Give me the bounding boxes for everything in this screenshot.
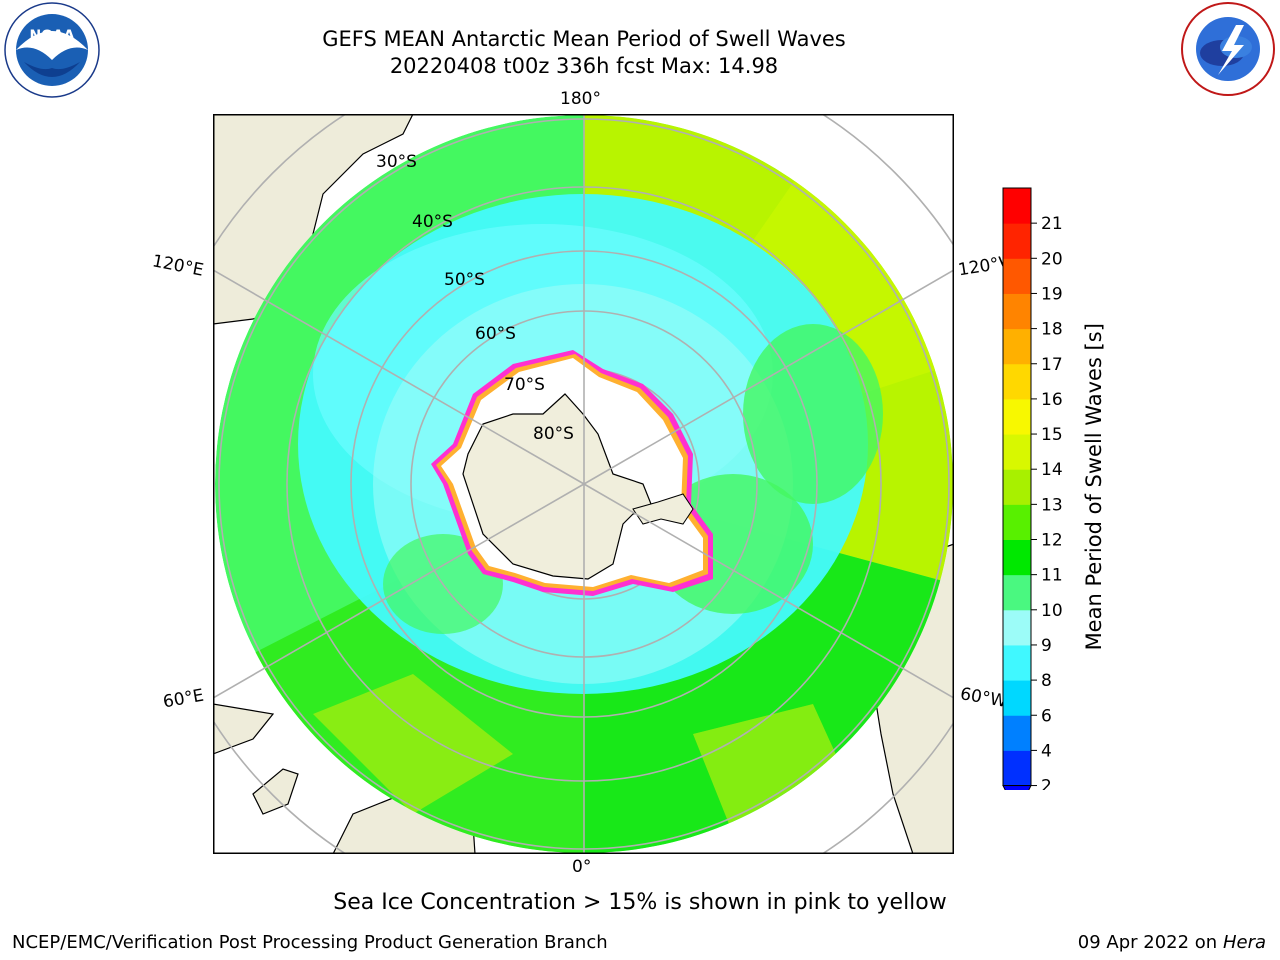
- colorbar-bin: [1003, 328, 1031, 365]
- colorbar-tick-label: 17: [1041, 355, 1063, 375]
- nws-logo: [1178, 1, 1278, 101]
- lon-label-60e: 60°E: [161, 685, 206, 713]
- colorbar-outline: [1002, 187, 1032, 787]
- colorbar-tick-label: 15: [1041, 425, 1063, 445]
- footer-credit: NCEP/EMC/Verification Post Processing Pr…: [12, 932, 608, 953]
- colorbar: 2 4 6 8 9 10 11 12 13 14 15 16 17 18 19 20 21 Mean Period…: [995, 180, 1115, 815]
- colorbar-tick-label: 4: [1041, 741, 1052, 761]
- lat-label-50s: 50°S: [444, 270, 485, 290]
- colorbar-tick-label: 20: [1041, 249, 1063, 269]
- lat-label-30s: 30°S: [376, 152, 417, 172]
- colorbar-tick-label: 2: [1041, 777, 1052, 790]
- colorbar-tick-label: 10: [1041, 601, 1063, 621]
- colorbar-tick-label: 21: [1041, 214, 1063, 234]
- sea-ice-caption: Sea Ice Concentration > 15% is shown in …: [333, 890, 947, 915]
- polar-map: [213, 114, 954, 854]
- longitude-gridlines: [213, 114, 954, 854]
- footer-date: 09 Apr 2022 on Hera: [1078, 932, 1266, 953]
- lon-label-120e: 120°E: [150, 251, 206, 281]
- lat-label-40s: 40°S: [412, 212, 453, 232]
- lon-label-180: 180°: [560, 89, 601, 109]
- footer-machine: Hera: [1222, 932, 1266, 953]
- colorbar-tick-label: 6: [1041, 706, 1052, 726]
- lon-label-0: 0°: [572, 857, 592, 877]
- colorbar-tick-label: 12: [1041, 531, 1063, 551]
- antarctica-with-sea-ice: [431, 350, 713, 596]
- colorbar-bin: [1003, 293, 1031, 330]
- colorbar-bin: [1003, 434, 1031, 470]
- colorbar-bin: [1003, 258, 1031, 294]
- colorbar-tick-label: 11: [1041, 566, 1063, 586]
- colorbar-bin: [1003, 609, 1031, 646]
- colorbar-extend-arrow: [1002, 785, 1032, 815]
- madagascar: [252, 768, 299, 815]
- colorbar-bin: [1003, 363, 1031, 400]
- noaa-logo-text: NOAA: [30, 28, 75, 44]
- footer-date-text: 09 Apr 2022 on: [1077, 932, 1218, 953]
- chart-title: GEFS MEAN Antarctic Mean Period of Swell…: [322, 27, 846, 51]
- lat-label-70s: 70°S: [504, 375, 545, 395]
- colorbar-tick-label: 13: [1041, 495, 1063, 515]
- colorbar-tick-label: 14: [1041, 460, 1063, 480]
- antarctica-landmass: [462, 393, 654, 580]
- antarctic-peninsula: [632, 493, 694, 525]
- lat-label-60s: 60°S: [475, 324, 516, 344]
- colorbar-bin: [1003, 644, 1031, 681]
- lat-label-80s: 80°S: [533, 424, 574, 444]
- colorbar-bin: [1003, 539, 1031, 576]
- colorbar-bin: [1003, 469, 1031, 505]
- colorbar-label: Mean Period of Swell Waves [s]: [1082, 323, 1106, 650]
- colorbar-tick-label: 8: [1041, 671, 1052, 691]
- colorbar-tick-label: 18: [1041, 320, 1063, 340]
- colorbar-bin: [1003, 223, 1031, 259]
- colorbar-bin: [1003, 750, 1031, 787]
- colorbar-bin: [1003, 188, 1031, 224]
- colorbar-bin: [1003, 504, 1031, 540]
- colorbar-tick-label: 16: [1041, 390, 1063, 410]
- colorbar-bin: [1003, 398, 1031, 435]
- colorbar-tick-label: 19: [1041, 284, 1063, 304]
- colorbar-tick-label: 9: [1041, 636, 1052, 656]
- colorbar-bin: [1003, 680, 1031, 716]
- chart-subtitle: 20220408 t00z 336h fcst Max: 14.98: [389, 54, 779, 78]
- colorbar-bin: [1003, 574, 1031, 611]
- colorbar-bin: [1003, 715, 1031, 751]
- noaa-logo: NOAA: [2, 2, 102, 102]
